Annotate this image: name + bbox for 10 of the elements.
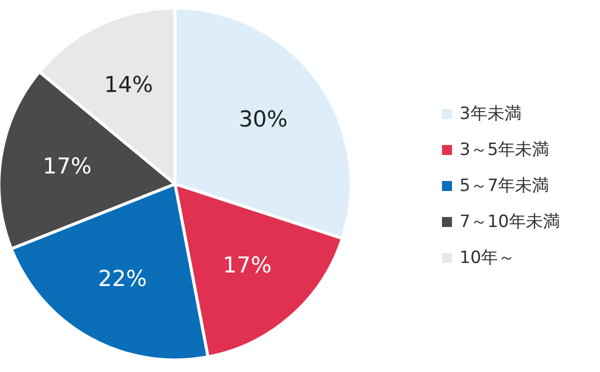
data-label: 17% — [42, 154, 92, 180]
data-label: 30% — [238, 107, 288, 132]
data-label: 22% — [98, 267, 147, 292]
legend-label: 5～7年未満 — [460, 175, 550, 198]
data-label: 14% — [104, 72, 153, 98]
data-label: 17% — [222, 253, 272, 278]
legend-label: 10年～ — [460, 247, 516, 270]
legend-label: 7～10年未満 — [460, 211, 560, 234]
legend-label: 3～5年未満 — [460, 139, 550, 162]
legend-label: 3年未満 — [460, 103, 522, 126]
